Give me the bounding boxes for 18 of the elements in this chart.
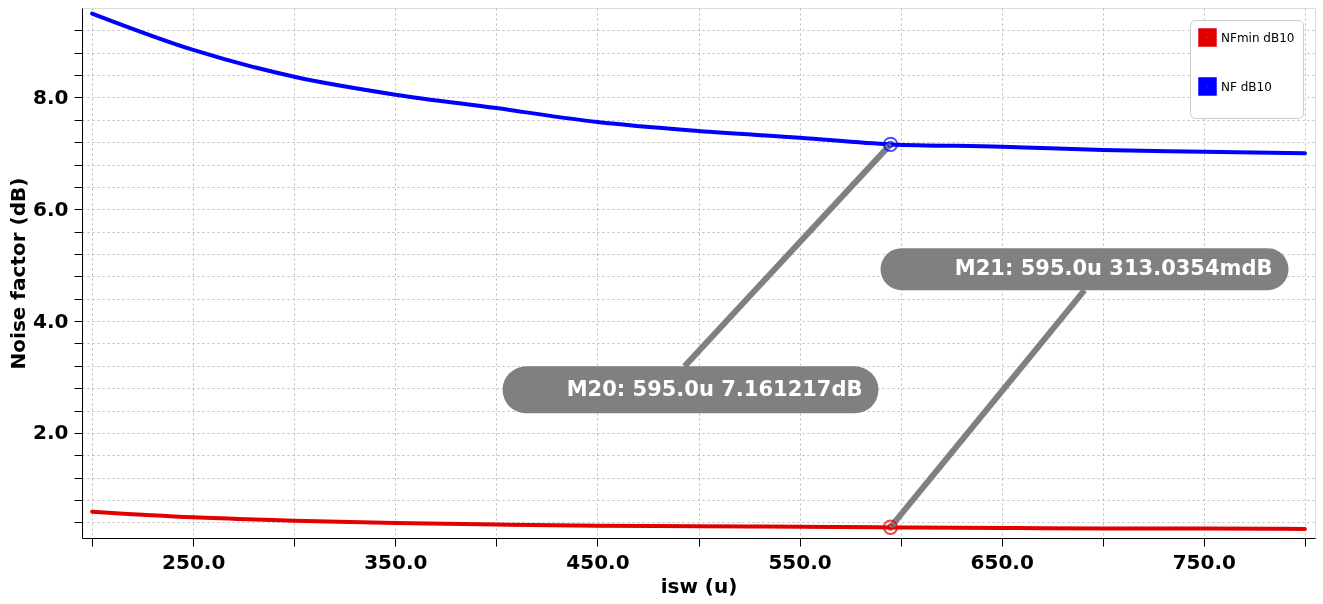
annotation: M20: 595.0u 7.161217dB (566, 376, 863, 401)
line-series (90, 509, 1307, 532)
y-tick-label: 8.0 (33, 84, 69, 109)
x-tick-label: 350.0 (364, 549, 428, 574)
x-tick-label: 450.0 (566, 549, 630, 574)
x-tick-label: 250.0 (162, 549, 226, 574)
annotation: M21: 595.0u 313.0354mdB (954, 256, 1273, 281)
legend-label: NF dB10 (1221, 79, 1272, 94)
x-tick-label: 550.0 (768, 549, 832, 574)
x-tick-label: 750.0 (1172, 549, 1236, 574)
x-tick-label: 650.0 (970, 549, 1034, 574)
y-tick-label: 2.0 (33, 420, 69, 445)
y-tick-label: 6.0 (33, 196, 69, 221)
line-series (90, 11, 1307, 156)
y-axis-title: Noise factor (dB) (6, 177, 31, 370)
x-axis-title: isw (u) (660, 573, 738, 598)
y-tick-label: 4.0 (33, 308, 69, 333)
legend-label: NFmin dB10 (1221, 30, 1295, 45)
